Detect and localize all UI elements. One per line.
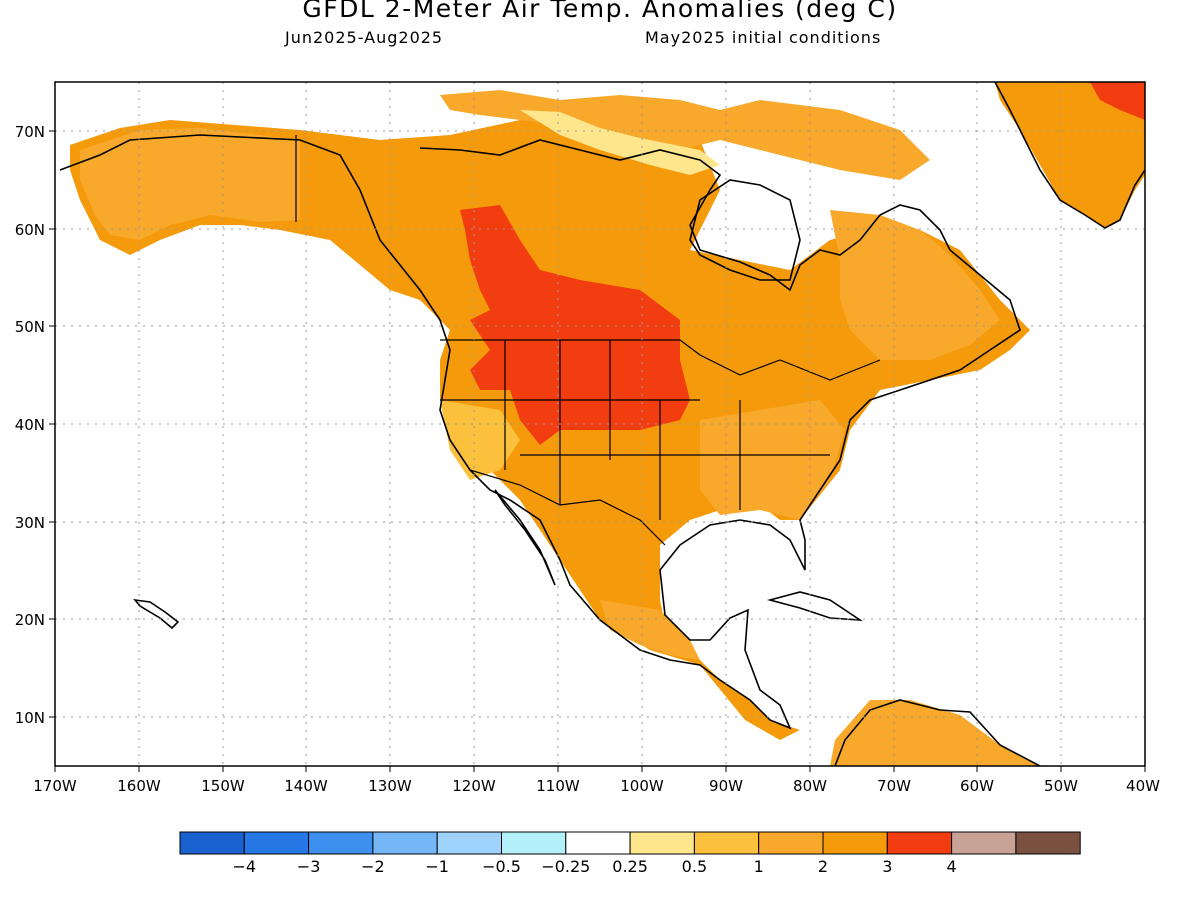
greenland-coastline (994, 82, 1145, 229)
anomaly-05to1-south-america (830, 700, 1040, 766)
lon-label: 150W (201, 777, 245, 795)
legend-swatch (693, 831, 760, 855)
gulf-of-california-outline (494, 489, 556, 586)
legend-swatch (179, 831, 245, 855)
hudson-bay-outline (689, 179, 801, 281)
legend-label: 3 (882, 857, 892, 876)
legend-swatch (886, 831, 953, 855)
lon-label: 140W (284, 777, 328, 795)
lat-label: 70N (15, 123, 45, 141)
legend-swatch (565, 831, 631, 855)
legend-label: −0.5 (482, 857, 521, 876)
anomaly-2to3-greenland (1090, 82, 1145, 120)
anomaly-05to1-southeast-us (700, 400, 845, 520)
legend-label: 0.5 (682, 857, 707, 876)
anomaly-fields (70, 82, 1145, 766)
anomaly-05to1-alaska (80, 128, 300, 240)
lon-label: 60W (960, 777, 994, 795)
forecast-period: Jun2025-Aug2025 (285, 28, 444, 47)
grid-lines (55, 82, 1145, 766)
lon-label: 100W (620, 777, 664, 795)
legend-label: 2 (818, 857, 828, 876)
lat-label: 20N (15, 611, 45, 629)
legend-swatch (822, 831, 888, 855)
legend-label: 1 (754, 857, 764, 876)
legend-swatch (372, 831, 438, 855)
us-canada-border (440, 339, 881, 381)
lon-label: 90W (709, 777, 743, 795)
legend-swatch (758, 831, 824, 855)
legend-label: −2 (361, 857, 385, 876)
lat-label: 60N (15, 221, 45, 239)
anomaly-05to1-east-canada (830, 210, 1000, 360)
legend-swatch (951, 831, 1017, 855)
legend-label: −3 (297, 857, 321, 876)
lat-label: 10N (15, 709, 45, 727)
legend-label: 0.25 (612, 857, 648, 876)
lon-label: 70W (877, 777, 911, 795)
legend-swatch (1015, 831, 1081, 855)
legend-swatch (436, 831, 503, 855)
lon-label: 110W (536, 777, 580, 795)
anomaly-05to1-arctic (440, 90, 930, 180)
legend-label: −0.25 (541, 857, 590, 876)
latitude-labels: 70N 60N 50N 40N 30N 20N 10N (15, 123, 45, 727)
anomaly-2to3-region (460, 205, 690, 445)
lon-label: 170W (33, 777, 77, 795)
lon-label: 40W (1126, 777, 1160, 795)
legend-label: −1 (425, 857, 449, 876)
lon-label: 130W (368, 777, 412, 795)
longitude-labels: 170W 160W 150W 140W 130W 120W 110W 100W … (33, 777, 1160, 795)
lat-label: 50N (15, 318, 45, 336)
legend-label: 4 (947, 857, 957, 876)
legend-label: −4 (233, 857, 257, 876)
cuba-outline (766, 591, 863, 621)
us-mexico-border (469, 469, 666, 546)
map-title: GFDL 2-Meter Air Temp. Anomalies (deg C) (302, 0, 898, 23)
color-legend: −4 −3 −2 −1 −0.5 −0.25 0.25 0.5 1 2 3 4 (179, 831, 1081, 876)
anomaly-05to1-mexico (600, 600, 700, 660)
legend-swatch (501, 831, 567, 855)
lon-label: 120W (452, 777, 496, 795)
coastlines (59, 82, 1145, 766)
anomaly-025to05-arctic (520, 110, 720, 175)
lon-label: 160W (117, 777, 161, 795)
lon-label: 80W (793, 777, 827, 795)
legend-swatch (243, 831, 310, 855)
anomaly-05to1-southwest (440, 400, 520, 480)
anomaly-1to2-greenland (995, 82, 1145, 228)
lon-label: 50W (1044, 777, 1078, 795)
south-america-coastline (834, 699, 1041, 766)
axis-ticks (49, 130, 1146, 772)
lat-label: 30N (15, 514, 45, 532)
legend-swatch (629, 831, 695, 855)
lat-label: 40N (15, 416, 45, 434)
initial-conditions: May2025 initial conditions (645, 28, 882, 47)
political-borders (295, 135, 881, 546)
hawaii-outline (133, 598, 180, 630)
legend-swatch (308, 831, 374, 855)
